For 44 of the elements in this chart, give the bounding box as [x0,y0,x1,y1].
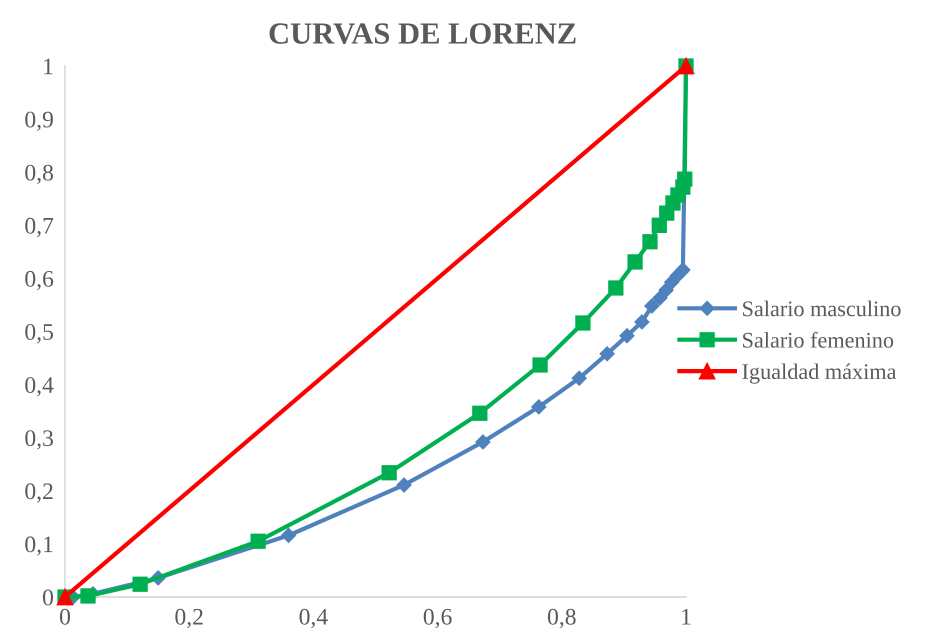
x-tick-label: 1 [682,608,690,624]
point [619,328,635,344]
point [572,370,587,386]
point [531,399,546,414]
point [652,290,668,306]
y-tick-label: 0,2 [25,483,53,503]
point [634,314,650,330]
point [644,298,660,314]
point [627,254,643,270]
x-tick-label: 0,6 [424,608,452,628]
point [608,280,624,296]
point [642,234,658,250]
legend-label: Salario masculino [743,300,901,316]
y-tick-label: 0,3 [25,430,53,450]
point [382,465,397,480]
point [575,315,591,331]
y-tick-label: 0,6 [25,270,54,290]
point [658,282,674,298]
y-tick-label: 0,8 [25,164,53,184]
point [280,528,296,543]
x-tick-label: 0,4 [300,608,328,628]
x-tick-label: 0,8 [548,608,576,628]
point [532,357,548,373]
point [652,218,667,233]
y-tick-label: 0,5 [25,324,53,344]
y-tick-label: 0,1 [25,536,52,556]
point [132,576,148,592]
y-tick-label: 0,7 [25,218,54,238]
y-tick-label: 0,9 [25,112,53,131]
point [677,171,692,187]
y-tick-label: 0,4 [25,377,54,396]
y-tick-label: 1 [44,58,52,74]
x-tick-label: 0,2 [175,608,203,628]
x-tick-label: 0 [60,608,70,625]
point [396,477,412,493]
legend-label: Igualdad máxima [742,363,896,384]
point [80,588,96,604]
legend-label: Salario femenino [743,332,894,348]
point [250,534,266,549]
chart-title: CURVAS DE LORENZ [270,23,576,44]
point [600,346,615,362]
y-tick-label: 0 [42,589,53,606]
point [475,434,491,450]
point [472,406,488,421]
